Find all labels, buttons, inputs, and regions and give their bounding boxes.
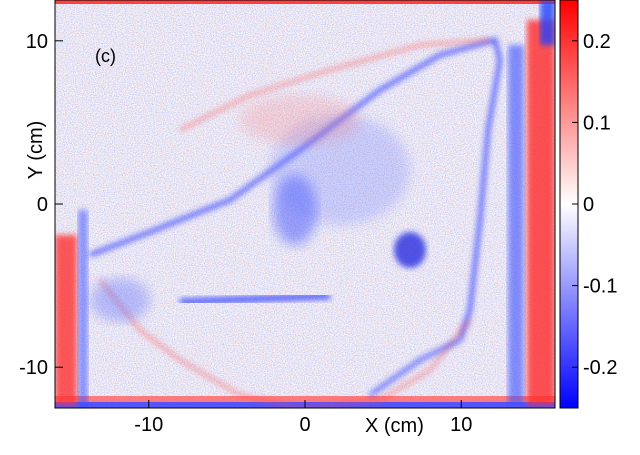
heatmap-bottom-red-edge: [55, 396, 555, 402]
heatmap-plot-area: [55, 0, 555, 408]
x-tick-label: -10: [134, 414, 163, 436]
y-tick-label: 0: [37, 194, 48, 216]
colorbar-tick-label: -0.2: [583, 357, 617, 379]
heatmap-right-red-band: [527, 20, 555, 405]
y-tick-label: -10: [19, 357, 48, 379]
colorbar-tick-label: 0.2: [583, 31, 611, 53]
heatmap-top-edge: [55, 0, 555, 4]
x-axis: -10 0 10: [134, 400, 472, 436]
interior-red-region: [240, 95, 360, 145]
colorbar-tick-label: 0.1: [583, 112, 611, 134]
x-tick-label: 10: [450, 414, 472, 436]
object-boundary-blue-lower: [368, 338, 461, 397]
interior-blob-blue: [394, 232, 426, 268]
interior-left-region: [90, 278, 150, 322]
x-axis-title: X (cm): [365, 415, 424, 437]
colorbar-axis: 0.2 0.1 0 -0.1 -0.2: [572, 31, 617, 379]
object-boundary-red-upper: [179, 38, 491, 132]
panel-label: (c): [95, 46, 116, 66]
object-boundary-blue: [89, 37, 503, 341]
x-tick-label: 0: [299, 414, 310, 436]
colorbar-tick-label: -0.1: [583, 276, 617, 298]
colorbar-tick-label: 0: [583, 194, 594, 216]
y-axis: 10 0 -10: [19, 31, 63, 379]
heatmap-right-blue-band: [508, 45, 524, 405]
heatmap-top-right-blue-corner: [540, 0, 555, 45]
interior-horizontal-feature: [179, 292, 331, 306]
heatmap-left-red-band: [55, 235, 77, 405]
object-boundary-red-lower: [98, 279, 472, 408]
heatmap-left-blue-band: [78, 210, 88, 408]
y-axis-title: Y (cm): [25, 121, 47, 180]
y-tick-label: 10: [26, 31, 48, 53]
